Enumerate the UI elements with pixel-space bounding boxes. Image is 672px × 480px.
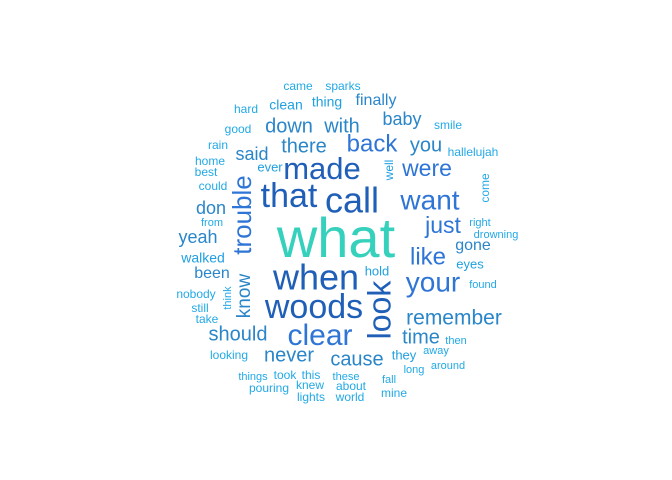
- word-think: think: [222, 286, 234, 310]
- word-right: right: [469, 217, 490, 229]
- word-knew: knew: [296, 378, 324, 392]
- word-never: never: [264, 344, 314, 366]
- word-you: you: [410, 134, 442, 156]
- word-still: still: [191, 301, 208, 315]
- word-finally: finally: [356, 92, 397, 109]
- word-looking: looking: [210, 348, 248, 362]
- word-cause: cause: [330, 348, 383, 370]
- word-drowning: drowning: [474, 229, 519, 241]
- word-know: know: [234, 274, 255, 319]
- word-rain: rain: [208, 138, 228, 152]
- word-hold: hold: [365, 263, 390, 278]
- word-sparks: sparks: [325, 79, 360, 93]
- word-made: made: [283, 151, 361, 186]
- word-good: good: [225, 122, 252, 136]
- word-this: this: [302, 368, 321, 382]
- word-down: down: [265, 115, 313, 137]
- word-said: said: [235, 144, 268, 164]
- word-should: should: [209, 323, 268, 345]
- word-like: like: [410, 243, 446, 270]
- word-smile: smile: [434, 118, 462, 132]
- word-woods: woods: [264, 288, 363, 326]
- word-ever: ever: [257, 159, 283, 174]
- word-were: were: [401, 155, 452, 181]
- word-these: these: [333, 371, 360, 383]
- word-remember: remember: [406, 307, 502, 330]
- word-yeah: yeah: [178, 227, 217, 247]
- word-gone: gone: [455, 237, 491, 254]
- word-best: best: [195, 165, 218, 179]
- word-clear: clear: [287, 319, 352, 352]
- word-from: from: [201, 217, 223, 229]
- word-when: when: [272, 257, 359, 298]
- word-don: don: [196, 198, 226, 218]
- word-fall: fall: [382, 374, 396, 386]
- word-well: well: [382, 160, 396, 182]
- word-been: been: [194, 265, 230, 282]
- word-take: take: [196, 312, 219, 326]
- word-what: what: [276, 206, 396, 269]
- word-your: your: [406, 266, 460, 297]
- word-just: just: [424, 212, 461, 238]
- word-there: there: [281, 135, 327, 157]
- word-that: that: [261, 177, 318, 215]
- word-came: came: [283, 79, 313, 93]
- word-look: look: [361, 280, 397, 340]
- word-baby: baby: [382, 109, 421, 129]
- word-world: world: [335, 390, 365, 404]
- word-call: call: [325, 180, 379, 221]
- word-hallelujah: hallelujah: [448, 145, 499, 159]
- word-trouble: trouble: [227, 175, 257, 255]
- word-eyes: eyes: [456, 256, 484, 271]
- word-thing: thing: [312, 94, 342, 110]
- word-about: about: [336, 379, 367, 393]
- word-home: home: [195, 154, 225, 168]
- word-then: then: [445, 335, 466, 347]
- word-took: took: [274, 368, 298, 382]
- word-come: come: [478, 173, 492, 203]
- word-found: found: [469, 279, 497, 291]
- word-hard: hard: [234, 102, 258, 116]
- word-away: away: [423, 345, 449, 357]
- word-want: want: [399, 184, 459, 215]
- word-nobody: nobody: [176, 287, 215, 301]
- word-back: back: [347, 130, 399, 157]
- word-things: things: [238, 371, 268, 383]
- word-mine: mine: [381, 386, 407, 400]
- word-lights: lights: [297, 390, 325, 404]
- word-with: with: [323, 115, 360, 137]
- word-they: they: [392, 347, 417, 362]
- word-time: time: [402, 326, 440, 348]
- word-around: around: [431, 360, 465, 372]
- word-clean: clean: [269, 97, 302, 113]
- word-could: could: [199, 179, 228, 193]
- word-long: long: [404, 364, 425, 376]
- word-pouring: pouring: [249, 381, 289, 395]
- word-walked: walked: [180, 250, 225, 266]
